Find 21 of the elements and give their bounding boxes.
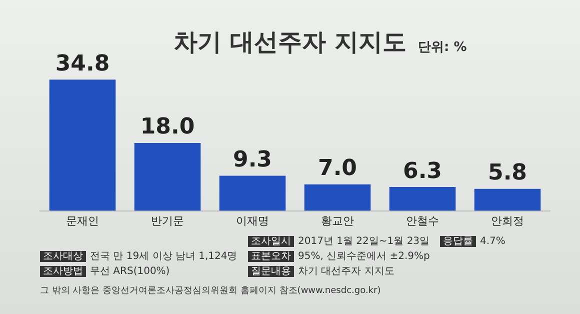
data-label: 6.3 [403, 158, 442, 184]
x-tick-label: 이재명 [236, 215, 269, 228]
text: 조사일시 2017년 1월 22일~1월 23일 [250, 236, 430, 247]
x-tick-label: 반기문 [151, 215, 184, 228]
text: 응답률 4.7% [442, 236, 506, 247]
x-tick-label: 안희정 [491, 215, 524, 228]
chart-title: 차기 대선주자 지지도 [174, 28, 406, 56]
chart-subtitle: 단위: % [418, 39, 467, 56]
text: 질문내용 차기 대선주자 지지도 [250, 266, 394, 277]
text: 표본오차 95%, 신뢰수준에서 ±2.9%p [250, 251, 430, 262]
text: 조사대상 전국 만 19세 이상 남녀 1,124명 [42, 251, 238, 262]
data-label: 9.3 [233, 147, 272, 172]
x-tick-label: 황교안 [321, 215, 354, 228]
text: 조사방법 무선 ARS(100%) [42, 266, 170, 277]
data-label: 34.8 [55, 51, 110, 76]
data-label: 7.0 [318, 156, 357, 182]
x-tick-label: 문재인 [66, 215, 99, 228]
data-label: 5.8 [488, 160, 527, 186]
x-tick-label: 안철수 [406, 215, 439, 228]
text: 그 밖의 사항은 중앙선거여론조사공정심의위원회 홈페이지 참조(www.nesdc.go.kr) [40, 285, 381, 297]
data-label: 18.0 [140, 114, 195, 140]
